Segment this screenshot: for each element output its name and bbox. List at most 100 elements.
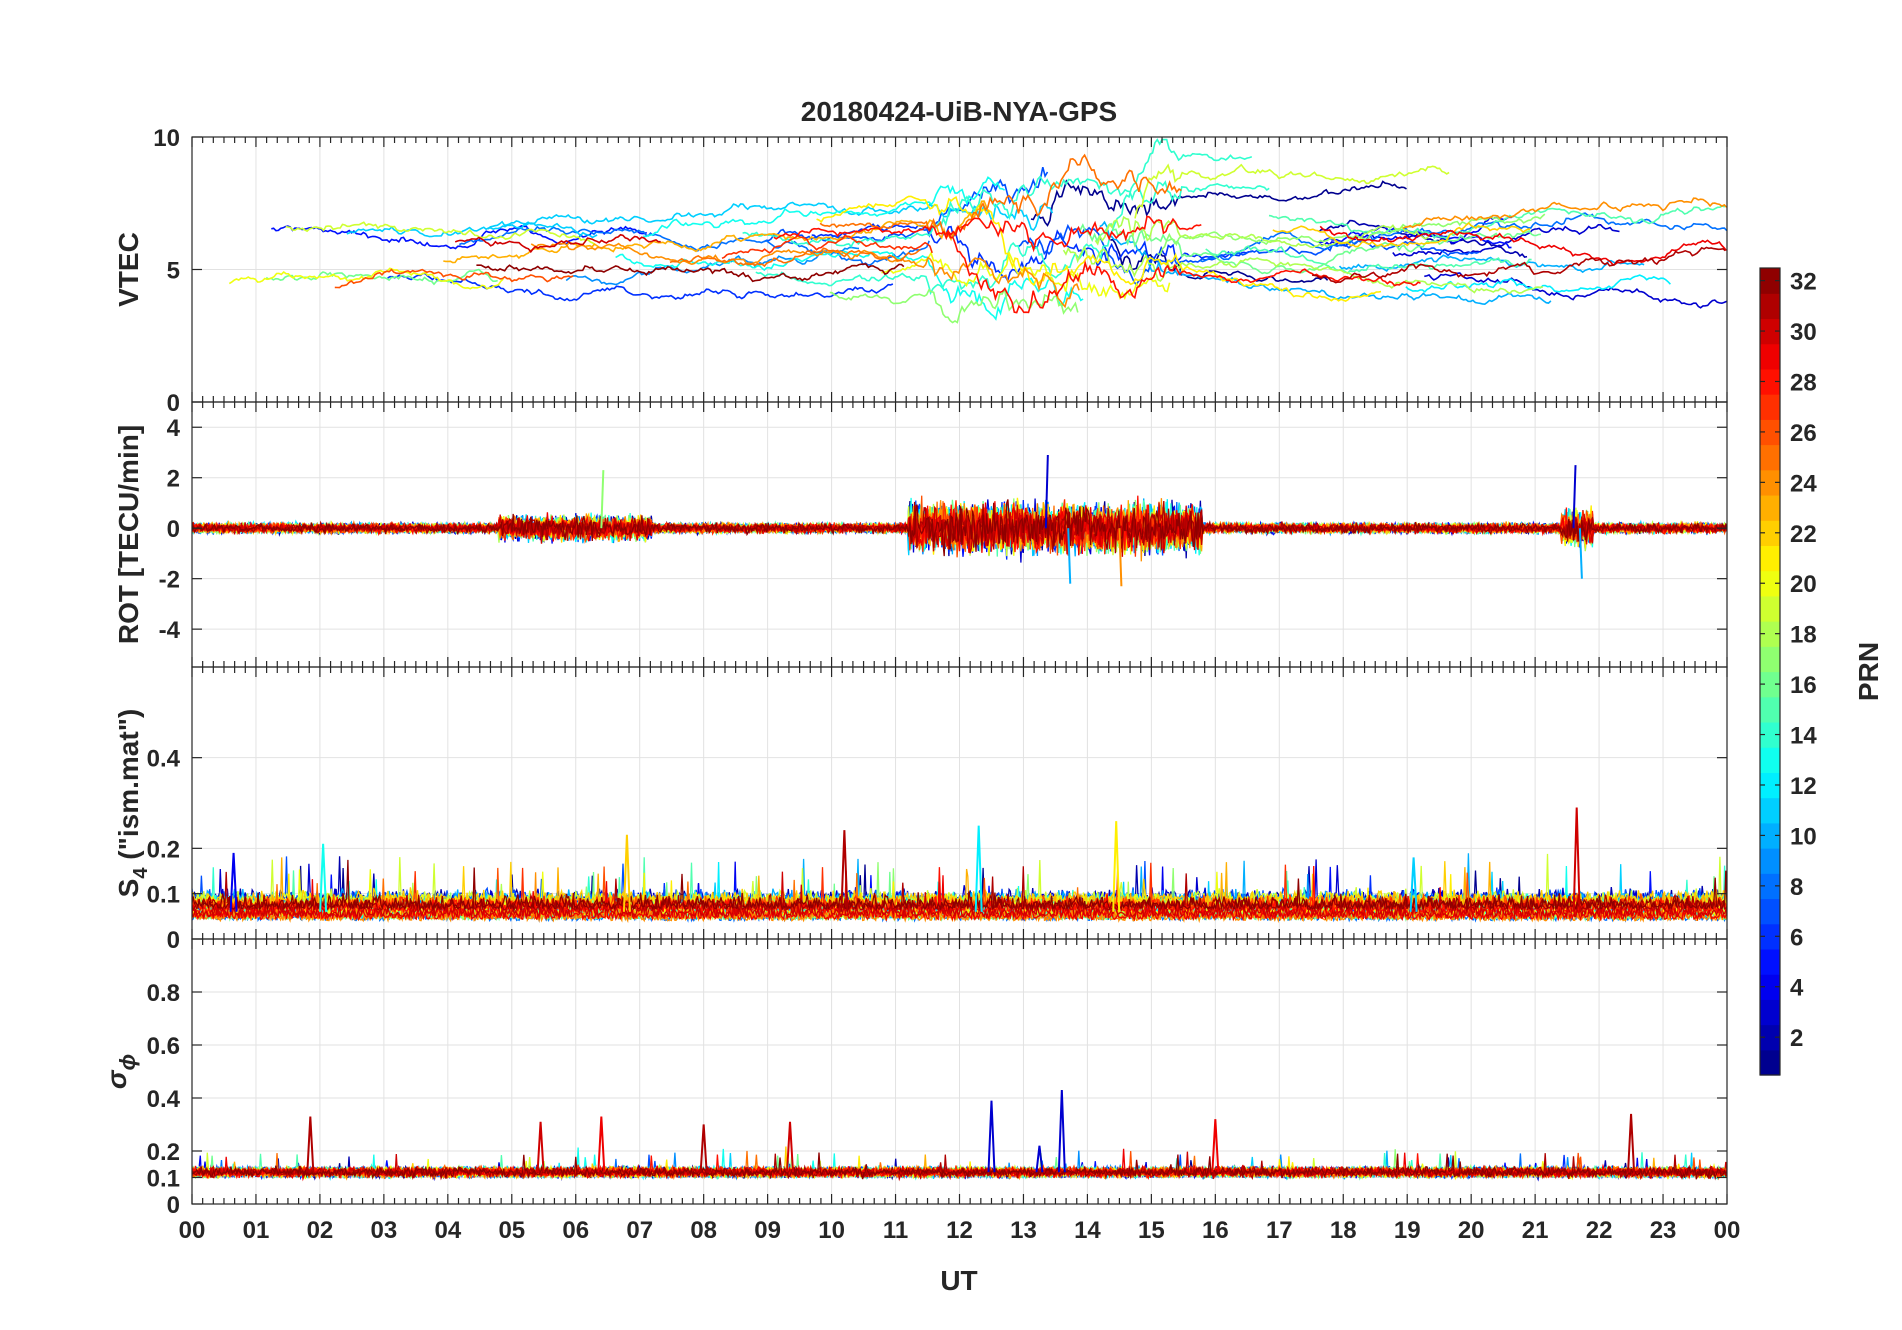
colorbar-segment	[1760, 999, 1780, 1026]
x-tick-label: 00	[179, 1217, 206, 1244]
y-axis-label: VTEC	[113, 232, 144, 307]
x-tick-label: 00	[1714, 1217, 1741, 1244]
colorbar-frame	[1759, 267, 1781, 1076]
vtec-line-prn15	[1205, 245, 1532, 275]
vtec-line-prn22	[1272, 222, 1531, 248]
colorbar-segment	[1760, 948, 1780, 975]
colorbar-segment	[1760, 318, 1780, 345]
vtec-line-prn11	[346, 222, 598, 239]
vtec-line-prn13	[643, 176, 1005, 238]
sigma-spike	[786, 1121, 795, 1173]
colorbar-segment	[1760, 394, 1780, 420]
vtec-line-prn32	[476, 263, 905, 283]
panel-s4: 00.10.20.4S4 ("ism.mat")	[113, 666, 1728, 954]
x-tick-label: 15	[1138, 1217, 1165, 1244]
panel-sigma: 00.10.2 0.4 0.6 0.8 σϕ	[101, 938, 1728, 1219]
colorbar-segment	[1760, 797, 1780, 824]
colorbar-segment	[1760, 368, 1780, 395]
colorbar-segment	[1760, 671, 1780, 698]
y-axis-label: ROT [TECU/min]	[113, 425, 144, 644]
vtec-line-prn19	[1134, 163, 1450, 219]
x-tick-label: 04	[434, 1217, 461, 1244]
vtec-line-prn16	[1079, 222, 1541, 275]
vtec-line-prn24	[1402, 197, 1727, 230]
y-tick-label: 0.4	[147, 1086, 181, 1113]
y-tick-label: -2	[159, 567, 180, 594]
x-tick-label: 13	[1010, 1217, 1037, 1244]
x-tick-label: 07	[626, 1217, 653, 1244]
x-tick-label: 17	[1266, 1217, 1293, 1244]
s4-spike	[840, 830, 849, 912]
y-tick-label: 0	[167, 927, 180, 954]
s4-line-prn29	[192, 875, 1727, 922]
sigma-spike	[1627, 1113, 1636, 1173]
vtec-line-prn3	[1424, 272, 1727, 309]
x-tick-label: 18	[1330, 1217, 1357, 1244]
series-group	[192, 454, 1727, 587]
x-ticks	[191, 137, 1728, 402]
colorbar-segment	[1760, 419, 1780, 446]
y-axis-label-sub: ϕ	[115, 1054, 140, 1071]
y-axis-label-rest: ("ism.mat")	[113, 709, 144, 868]
vtec-line-prn26	[334, 268, 574, 289]
sigma-spike	[306, 1116, 315, 1173]
colorbar-tick-label: 10	[1790, 823, 1817, 850]
vtec-line-prn5	[271, 225, 648, 250]
x-tick-label: 05	[498, 1217, 525, 1244]
vtec-line-prn19	[285, 221, 596, 246]
x-axis: 00 01 02 03 04 05 06 07 08 09 10 11 12 13 14 15 16 17 18 19…	[179, 1217, 1741, 1244]
x-tick-label: 12	[946, 1217, 973, 1244]
rot-spike	[1067, 528, 1072, 584]
vtec-line-prn25	[669, 247, 921, 268]
colorbar-segment	[1760, 848, 1780, 874]
vtec-line-prn25	[819, 153, 1182, 239]
x-tick-label: 19	[1394, 1217, 1421, 1244]
colorbar-segment	[1760, 974, 1780, 1000]
rot-spike	[1118, 528, 1123, 587]
y-axis-label-main: σ	[101, 1069, 132, 1089]
x-tick-label: 22	[1586, 1217, 1613, 1244]
x-tick-label: 09	[754, 1217, 781, 1244]
x-tick-label: 21	[1522, 1217, 1549, 1244]
colorbar-segment	[1760, 772, 1780, 799]
y-tick-label: -4	[159, 617, 181, 644]
vtec-line-prn18	[1062, 245, 1544, 295]
colorbar-segment	[1760, 1049, 1780, 1076]
y-tick-label: 0	[167, 1192, 180, 1219]
colorbar-segment	[1760, 747, 1780, 773]
colorbar-segment	[1760, 293, 1780, 320]
vtec-line-prn1	[1030, 179, 1407, 227]
vtec-line-prn18	[1094, 215, 1429, 249]
x-ticks	[191, 939, 1728, 1204]
x-tick-label: 06	[562, 1217, 589, 1244]
colorbar-tick-label: 12	[1790, 773, 1817, 800]
sigma-spike	[987, 1100, 996, 1173]
series-group	[192, 807, 1727, 924]
panel-rot: -4 -2 0 2 4 ROT [TECU/min]	[113, 401, 1728, 668]
x-tick-label: 01	[243, 1217, 270, 1244]
sigma-spike	[536, 1121, 545, 1173]
y-tick-label: 0.2	[147, 1139, 180, 1166]
vtec-line-prn20	[881, 250, 1171, 300]
colorbar-segment	[1760, 621, 1780, 647]
y-axis-label: σϕ	[101, 1054, 140, 1089]
rot-spike	[1572, 465, 1577, 529]
sigma-spike	[1211, 1119, 1220, 1173]
vtec-line-prn23	[443, 200, 990, 264]
x-tick-label: 02	[307, 1217, 334, 1244]
colorbar-tick-label: 28	[1790, 369, 1817, 396]
colorbar-tick-label: 24	[1790, 470, 1817, 497]
colorbar-segment	[1760, 898, 1780, 925]
s4-line-prn32	[192, 859, 1727, 912]
vtec-line-prn29	[1319, 225, 1727, 266]
vtec-line-prn7	[763, 166, 1049, 243]
s4-spike	[622, 834, 631, 912]
vtec-line-prn27	[721, 234, 933, 260]
colorbar-segment	[1760, 520, 1780, 547]
y-tick-label: 0.1	[147, 882, 180, 909]
s4-spike	[1572, 807, 1581, 912]
vtec-line-prn14	[755, 138, 1253, 296]
sigma-line-prn30	[192, 1151, 1727, 1182]
x-tick-label: 10	[818, 1217, 845, 1244]
vtec-line-prn31	[1312, 246, 1726, 284]
